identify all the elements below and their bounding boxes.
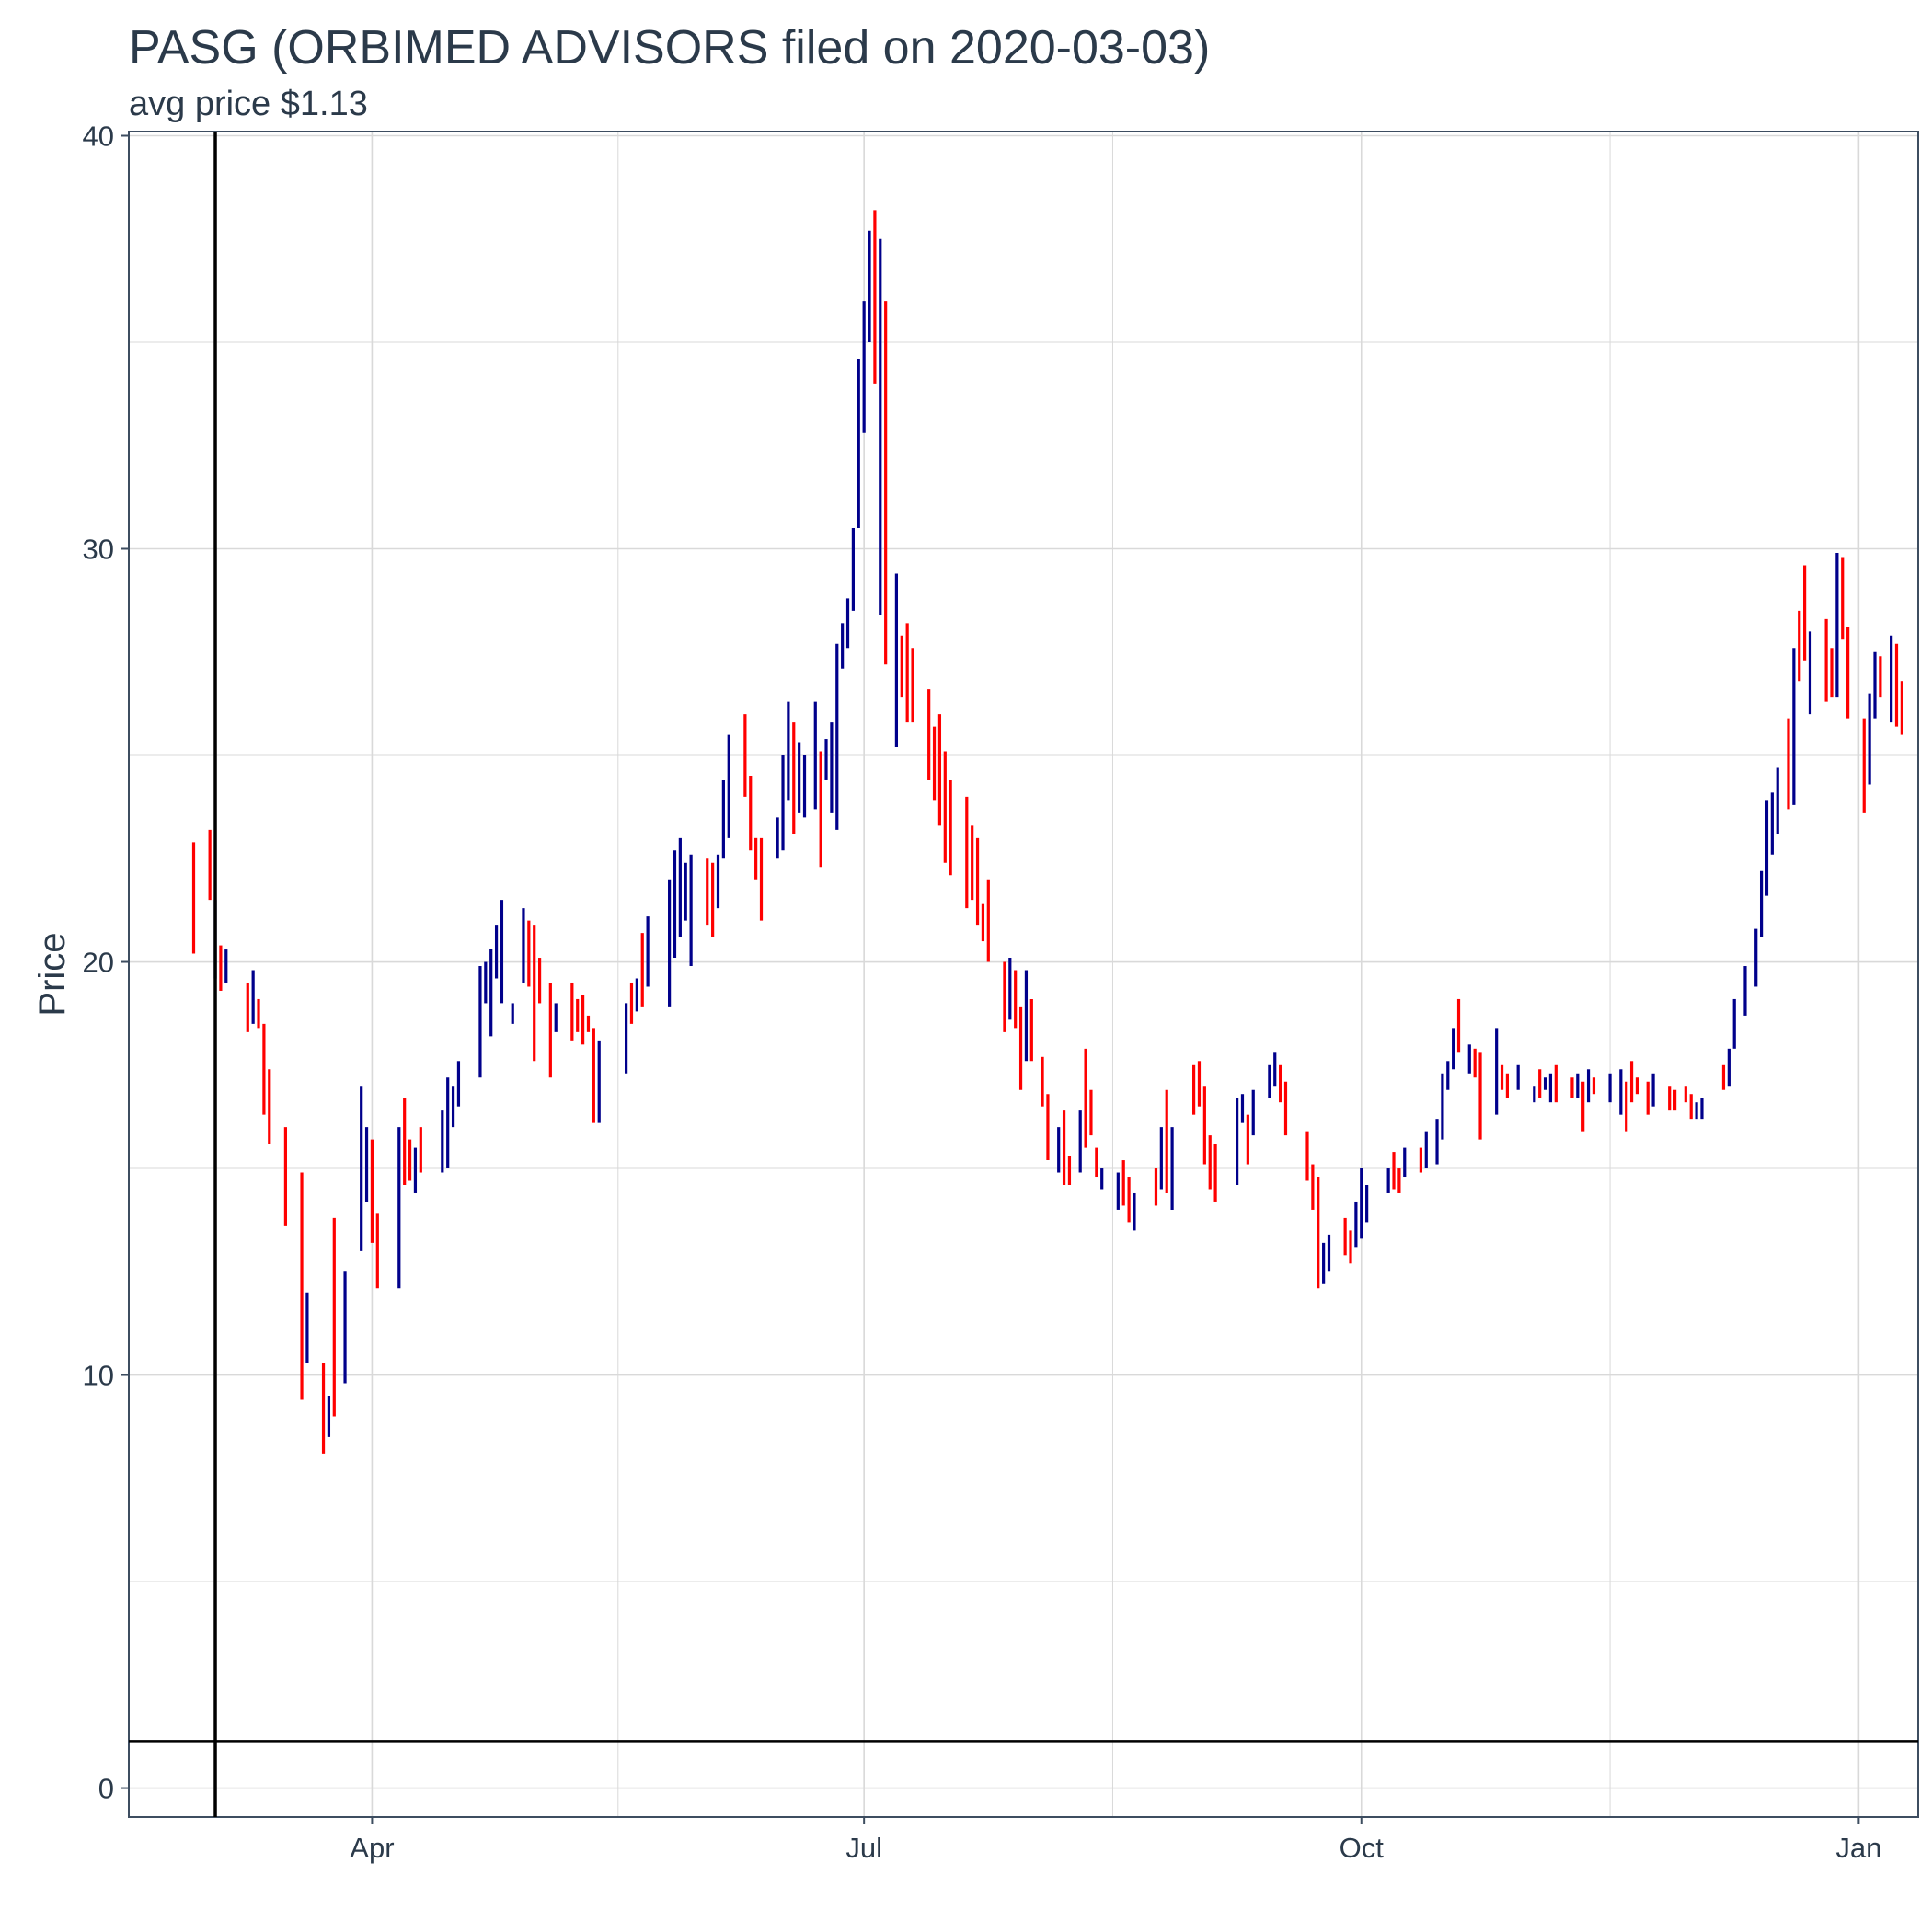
grid-lines bbox=[129, 132, 1918, 1817]
x-tick-label: Jan bbox=[1835, 1832, 1881, 1864]
reference-lines bbox=[129, 132, 1918, 1817]
x-tick-label: Oct bbox=[1340, 1832, 1385, 1864]
plot-panel-border bbox=[128, 131, 1919, 1818]
y-tick-label: 20 bbox=[83, 947, 114, 979]
price-bars bbox=[191, 210, 1903, 1454]
y-tick-label: 30 bbox=[83, 534, 114, 566]
y-tick-label: 40 bbox=[83, 120, 114, 152]
x-tick-label: Jul bbox=[845, 1832, 882, 1864]
chart-subtitle: avg price $1.13 bbox=[129, 85, 368, 123]
y-tick-label: 0 bbox=[98, 1773, 114, 1805]
x-tick-label: Apr bbox=[350, 1832, 394, 1864]
axes: 0 10 20 30 40 Apr Jul Oct Jan bbox=[83, 120, 1882, 1864]
y-axis-title: Price bbox=[32, 932, 73, 1016]
chart-title: PASG (ORBIMED ADVISORS filed on 2020-03-… bbox=[129, 21, 1211, 75]
y-tick-label: 10 bbox=[83, 1360, 114, 1392]
